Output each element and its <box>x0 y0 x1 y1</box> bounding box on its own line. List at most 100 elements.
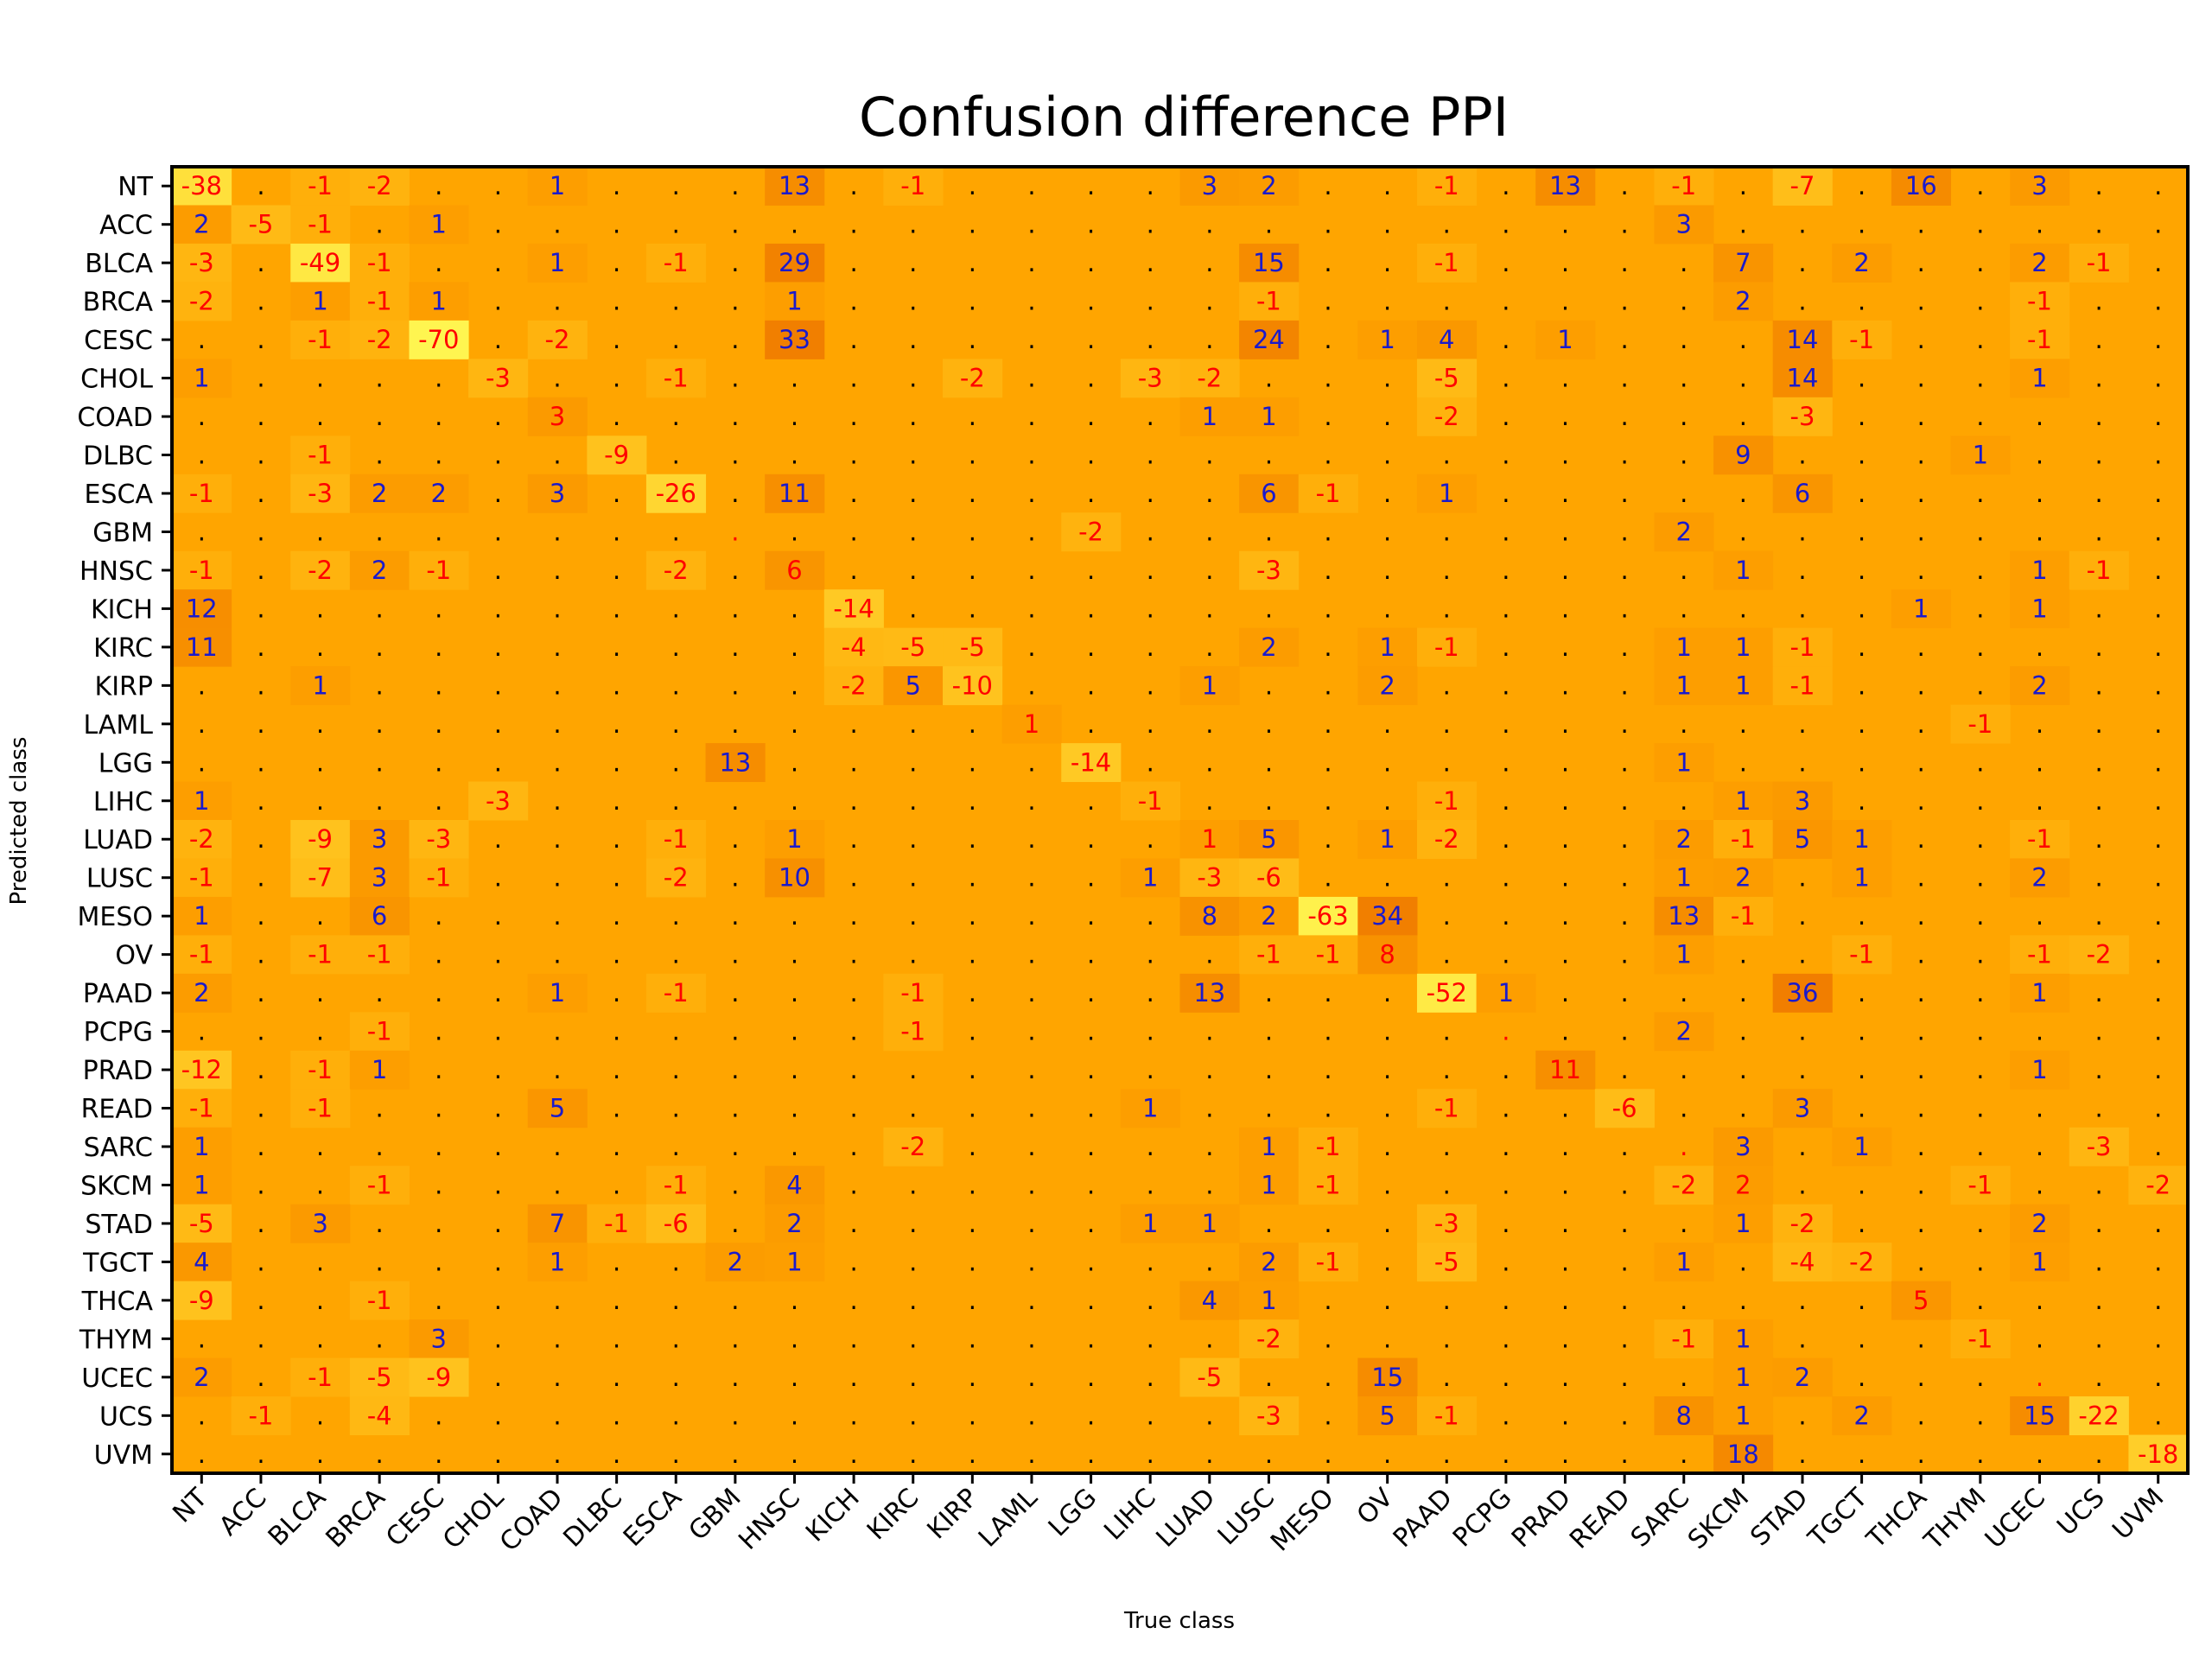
cell-value-label: . <box>1739 517 1747 546</box>
cell-value-label: . <box>316 1324 324 1353</box>
heatmap-cell <box>1416 1089 1478 1128</box>
cell-value-label: . <box>969 978 976 1007</box>
heatmap-cell <box>1772 781 1833 821</box>
cell-value-label: . <box>672 940 680 969</box>
y-tick-label: TGCT <box>82 1248 154 1278</box>
cell-value-label: . <box>1621 171 1629 200</box>
heatmap-cell <box>883 627 944 667</box>
cell-value-label: . <box>1561 248 1569 277</box>
cell-value-label: . <box>613 1363 620 1392</box>
heatmap-cell <box>290 435 351 475</box>
cell-value-label: . <box>1858 1440 1866 1469</box>
cell-value-label: . <box>376 1094 384 1123</box>
cell-value-label: 2 <box>431 479 447 508</box>
cell-value-label: . <box>2094 171 2102 200</box>
cell-value-label: 1 <box>1379 824 1395 854</box>
cell-value-label: . <box>1917 248 1925 277</box>
cell-value-label: -1 <box>308 1094 333 1123</box>
cell-value-label: . <box>1621 901 1629 931</box>
cell-value-label: . <box>435 248 442 277</box>
cell-value-label: . <box>1739 1017 1747 1046</box>
cell-value-label: 1 <box>1024 709 1039 739</box>
cell-value-label: . <box>1621 441 1629 470</box>
x-tick-label: UVM <box>2107 1483 2170 1546</box>
cell-value-label: . <box>1443 1440 1451 1469</box>
cell-value-label: . <box>672 1401 680 1430</box>
heatmap-cell <box>1772 973 1833 1013</box>
cell-value-label: . <box>1027 210 1035 239</box>
heatmap-cell <box>1713 1204 1774 1243</box>
cell-value-label: 12 <box>186 594 218 623</box>
cell-value-label: . <box>1443 1324 1451 1353</box>
cell-value-label: . <box>1443 441 1451 470</box>
heatmap-cell <box>1416 474 1478 513</box>
cell-value-label: . <box>613 1401 620 1430</box>
cell-value-label: . <box>1502 248 1510 277</box>
cell-value-label: . <box>969 1055 976 1084</box>
cell-value-label: . <box>316 1286 324 1315</box>
cell-value-label: . <box>1147 1132 1154 1161</box>
cell-value-label: 2 <box>786 1209 802 1238</box>
cell-value-label: . <box>1087 1170 1095 1199</box>
cell-value-label: . <box>613 287 620 316</box>
cell-value-label: . <box>1205 940 1213 969</box>
cell-value-label: . <box>672 1363 680 1392</box>
cell-value-label: . <box>1027 1170 1035 1199</box>
cell-value-label: -1 <box>1790 671 1815 700</box>
heatmap-cell <box>2010 973 2070 1013</box>
cell-value-label: -1 <box>308 940 333 969</box>
heatmap-cell <box>823 627 884 667</box>
x-tick-label: LGG <box>1043 1483 1103 1542</box>
heatmap-cell <box>409 550 469 590</box>
cell-value-label: . <box>1324 1363 1332 1392</box>
cell-value-label: -2 <box>1434 402 1459 431</box>
cell-value-label: . <box>1027 786 1035 816</box>
cell-value-label: -1 <box>308 1055 333 1084</box>
heatmap-cell <box>2010 167 2070 206</box>
cell-value-label: . <box>257 671 264 700</box>
cell-value-label: 1 <box>2031 978 2047 1007</box>
cell-value-label: . <box>1561 517 1569 546</box>
cell-value-label: 2 <box>1379 671 1395 700</box>
cell-value-label: . <box>791 402 798 431</box>
cell-value-label: . <box>1976 479 1984 508</box>
heatmap-cell <box>172 474 232 513</box>
heatmap-cell <box>1713 1357 1774 1397</box>
cell-value-label: 1 <box>1557 325 1573 354</box>
cell-value-label: . <box>2154 402 2162 431</box>
cell-value-label: -2 <box>1256 1324 1281 1353</box>
cell-value-label: . <box>1147 210 1154 239</box>
cell-value-label: . <box>257 1440 264 1469</box>
cell-value-label: . <box>1205 517 1213 546</box>
cell-value-label: . <box>1561 1440 1569 1469</box>
heatmap-cell <box>1120 1204 1180 1243</box>
cell-value-label: . <box>1858 747 1866 777</box>
cell-value-label: . <box>1265 210 1273 239</box>
cell-value-label: . <box>1798 1170 1806 1199</box>
cell-value-label: 1 <box>1261 1170 1276 1199</box>
heatmap-cell <box>765 1166 825 1205</box>
cell-value-label: . <box>1027 1401 1035 1430</box>
cell-value-label: . <box>1027 978 1035 1007</box>
cell-value-label: . <box>1324 1401 1332 1430</box>
x-tick-label: STAD <box>1745 1483 1814 1552</box>
cell-value-label: . <box>494 978 502 1007</box>
cell-value-label: . <box>435 594 442 623</box>
cell-value-label: . <box>1976 517 1984 546</box>
heatmap-cell <box>1416 781 1478 821</box>
heatmap-cell <box>1179 167 1240 206</box>
cell-value-label: . <box>1561 940 1569 969</box>
cell-value-label: . <box>1621 1209 1629 1238</box>
cell-value-label: . <box>1205 210 1213 239</box>
cell-value-label: . <box>1621 248 1629 277</box>
heatmap-cell <box>349 282 410 321</box>
cell-value-label: . <box>672 901 680 931</box>
cell-value-label: . <box>791 364 798 393</box>
cell-value-label: -1 <box>189 479 214 508</box>
cell-value-label: . <box>2094 1286 2102 1315</box>
cell-value-label: . <box>791 747 798 777</box>
cell-value-label: -1 <box>900 171 925 200</box>
cell-value-label: 3 <box>431 1324 447 1353</box>
cell-value-label: . <box>494 441 502 470</box>
cell-value-label: . <box>909 940 917 969</box>
